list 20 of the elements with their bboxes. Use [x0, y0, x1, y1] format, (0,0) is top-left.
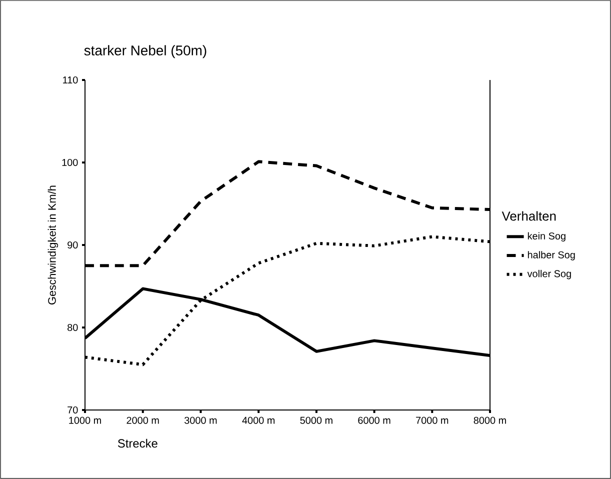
x-axis-title: Strecke [118, 438, 158, 448]
y-tick-label: 100 [62, 158, 78, 166]
chart-title: starker Nebel (50m) [84, 45, 206, 58]
x-tick-label: 3000 m [184, 416, 217, 424]
legend-title: Verhalten [502, 211, 556, 221]
x-tick-label: 5000 m [300, 416, 332, 424]
x-tick-label: 7000 m [416, 416, 448, 424]
legend-label: halber Sog [528, 251, 575, 260]
x-tick-label: 2000 m [126, 416, 159, 424]
x-tick-label: 6000 m [358, 416, 390, 424]
y-tick-label: 110 [63, 76, 78, 84]
legend-label: kein Sog [528, 232, 566, 242]
x-tick-label: 8000 m [474, 416, 506, 424]
y-axis-title: Geschwindigkeit in Km/h [48, 186, 58, 304]
y-tick-label: 80 [68, 324, 78, 332]
y-tick-label: 90 [68, 241, 78, 249]
x-tick-label: 4000 m [242, 416, 275, 424]
legend-label: voller Sog [527, 270, 571, 280]
x-tick-label: 1000 m [69, 416, 101, 424]
y-tick-label: 70 [68, 406, 78, 414]
